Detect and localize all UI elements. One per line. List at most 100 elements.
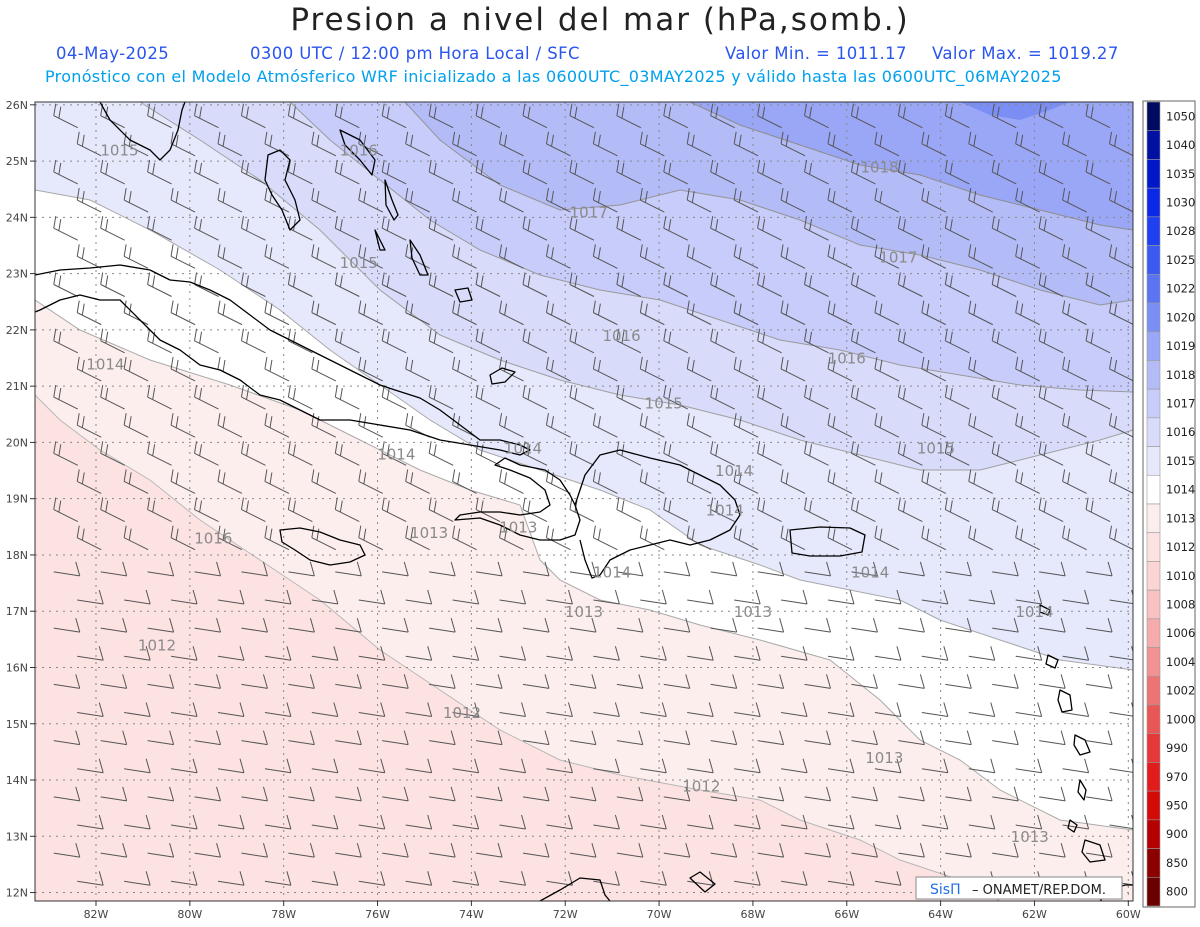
- wind-barb: [240, 497, 266, 523]
- legend-label: 1016: [1166, 425, 1195, 439]
- wind-barb: [874, 356, 900, 382]
- wind-barb: [992, 617, 1019, 633]
- wind-barb: [194, 441, 219, 466]
- wind-barb: [381, 159, 407, 185]
- wind-barb: [921, 646, 949, 661]
- wind-barb: [335, 730, 362, 746]
- wind-barb: [686, 469, 712, 494]
- wind-barb: [639, 413, 665, 438]
- legend-label: 850: [1166, 856, 1188, 870]
- wind-barb: [1015, 188, 1040, 213]
- contour-label: 1016: [194, 530, 232, 548]
- wind-barb: [358, 871, 386, 886]
- wind-barb: [429, 730, 456, 746]
- wind-barb: [1038, 441, 1064, 466]
- wind-barb: [381, 441, 407, 466]
- wind-barb: [592, 356, 618, 382]
- wind-barb: [851, 786, 878, 802]
- wind-barb: [382, 561, 409, 577]
- wind-barb: [147, 272, 172, 297]
- lon-tick-label: 74W: [459, 908, 484, 921]
- wind-barb: [545, 300, 571, 326]
- legend-swatch: [1146, 388, 1161, 419]
- wind-barb: [569, 730, 597, 746]
- wind-barb: [1015, 589, 1043, 605]
- wind-barb: [781, 871, 808, 886]
- wind-barb: [522, 328, 548, 354]
- wind-barb: [311, 871, 339, 886]
- legend-swatch: [1146, 503, 1161, 534]
- wind-barb: [77, 702, 104, 717]
- wind-barb: [944, 272, 970, 297]
- wind-barb: [804, 843, 832, 858]
- legend-swatch: [1146, 216, 1161, 246]
- wind-barb: [545, 356, 571, 382]
- wind-barb: [217, 871, 245, 886]
- wind-barb: [429, 674, 456, 689]
- contour-label: 1012: [138, 637, 176, 655]
- legend-label: 1006: [1166, 626, 1195, 640]
- wind-barb: [804, 384, 829, 410]
- wind-barb: [522, 843, 550, 858]
- wind-barb: [663, 216, 688, 241]
- wind-barb: [616, 216, 642, 241]
- wind-barb: [124, 758, 151, 774]
- wind-barb: [992, 786, 1019, 802]
- wind-barb: [100, 730, 128, 746]
- lat-tick-label: 14N: [6, 774, 28, 787]
- wind-barb: [311, 356, 337, 382]
- legend-swatch: [1146, 618, 1161, 648]
- wind-barb: [194, 216, 219, 241]
- wind-barb: [475, 441, 501, 466]
- wind-barb: [358, 525, 383, 551]
- wind-barb: [1062, 300, 1087, 326]
- contour-label: 1015: [917, 440, 955, 458]
- wind-barb: [804, 617, 832, 633]
- wind-barb: [569, 159, 595, 185]
- wind-barb: [921, 469, 947, 494]
- wind-barb: [522, 786, 550, 802]
- wind-barb: [452, 356, 477, 382]
- wind-barb: [241, 786, 268, 802]
- wind-barb: [546, 589, 573, 605]
- wind-barb: [991, 328, 1017, 354]
- wind-barb: [687, 871, 714, 886]
- legend-swatch: [1146, 159, 1161, 189]
- wind-barb: [850, 216, 876, 241]
- wind-barb: [757, 730, 785, 746]
- wind-barb: [734, 871, 761, 886]
- credit-box: SisΠ – ONAMET/REP.DOM.: [915, 876, 1123, 900]
- wind-barb: [124, 871, 151, 886]
- wind-barb: [311, 244, 337, 269]
- wind-barb: [687, 646, 714, 661]
- wind-barb: [616, 786, 644, 802]
- lat-tick-label: 17N: [6, 605, 28, 618]
- wind-barb: [827, 758, 855, 774]
- wind-barb: [452, 244, 477, 269]
- legend-swatch: [1146, 589, 1161, 620]
- wind-barb: [171, 758, 198, 774]
- bahamas-cat: [384, 179, 399, 221]
- wind-barb: [780, 469, 806, 494]
- wind-barb: [147, 159, 172, 185]
- wind-barb: [686, 525, 712, 551]
- contour-label: 1015: [340, 254, 378, 272]
- wind-barb: [781, 589, 808, 605]
- legend-swatch: [1146, 819, 1161, 849]
- wind-barb: [240, 159, 266, 185]
- wind-barb: [710, 843, 738, 858]
- wind-barb: [968, 814, 996, 830]
- wind-barb: [921, 525, 947, 551]
- wind-barb: [639, 469, 665, 494]
- contour-label: 1014: [715, 462, 753, 480]
- wind-barb: [710, 674, 738, 689]
- wind-barb: [874, 871, 902, 886]
- legend-label: 1040: [1166, 138, 1195, 152]
- wind-barb: [476, 674, 503, 689]
- wind-barb: [781, 814, 808, 830]
- wind-barb: [968, 300, 993, 326]
- wind-barb: [780, 525, 806, 551]
- wind-barb: [757, 674, 785, 689]
- wind-barb: [170, 525, 196, 551]
- contour-label: 1017: [570, 203, 608, 221]
